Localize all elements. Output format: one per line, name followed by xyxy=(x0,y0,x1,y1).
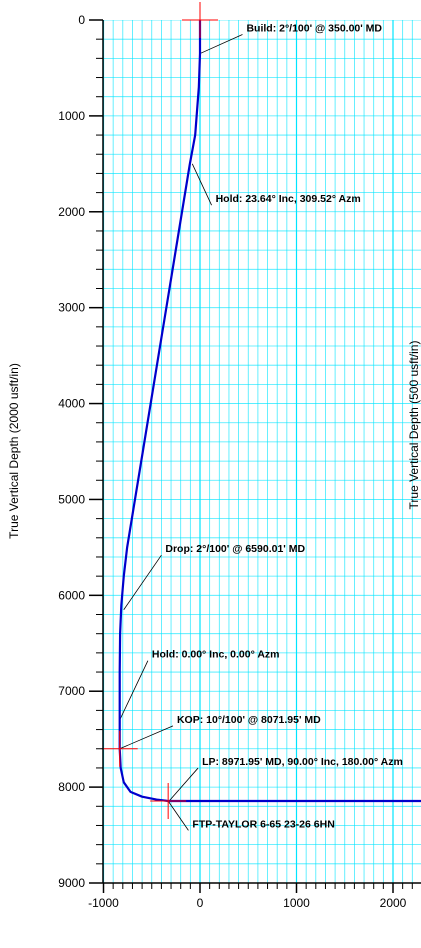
x-tick-label: 1000 xyxy=(283,896,310,910)
annotation-label: KOP: 10°/100' @ 8071.95' MD xyxy=(177,714,321,726)
y-tick-label: 9000 xyxy=(58,876,85,890)
annotation-label: Hold: 0.00° Inc, 0.00° Azm xyxy=(152,649,280,661)
y-tick-label: 0 xyxy=(78,13,85,27)
marker-layer xyxy=(101,2,218,820)
annotation-leader xyxy=(119,725,174,750)
annotations: Build: 2°/100' @ 350.00' MD Hold: 23.64° … xyxy=(152,23,403,831)
y-tick-label: 2000 xyxy=(58,205,85,219)
y-tick-label: 8000 xyxy=(58,780,85,794)
annotation-leader xyxy=(191,163,212,206)
annotation-label: LP: 8971.95' MD, 90.00° Inc, 180.00° Azm xyxy=(202,756,403,768)
annotation-leader xyxy=(167,800,189,831)
y-axis-title-right: True Vertical Depth (500 usft/in) xyxy=(407,341,421,510)
annotation-label: Build: 2°/100' @ 350.00' MD xyxy=(246,23,382,35)
axes: 0 1000 2000 3000 4000 5000 6000 7000 8000 9000-10… xyxy=(58,13,421,910)
y-axis-title: True Vertical Depth (2000 usft/in) xyxy=(7,363,21,539)
annotation-leader xyxy=(119,660,149,721)
y-tick-label: 4000 xyxy=(58,397,85,411)
annotation-leader xyxy=(199,34,243,54)
y-tick-label: 6000 xyxy=(58,588,85,602)
annotation-label: Hold: 23.64° Inc, 309.52° Azm xyxy=(216,193,361,205)
x-tick-label: 0 xyxy=(197,896,204,910)
annotation-label: Drop: 2°/100' @ 6590.01' MD xyxy=(165,543,305,555)
y-tick-label: 1000 xyxy=(58,109,85,123)
annotation-label: FTP-TAYLOR 6-65 23-26 6HN xyxy=(192,818,334,830)
y-tick-label: 7000 xyxy=(58,684,85,698)
y-tick-label: 5000 xyxy=(58,492,85,506)
x-tick-label: -1000 xyxy=(88,896,119,910)
annotation-leader xyxy=(123,554,162,610)
x-tick-label: 2000 xyxy=(380,896,407,910)
y-tick-label: 3000 xyxy=(58,301,85,315)
wellpath-line xyxy=(118,20,421,803)
annotation-leaders xyxy=(119,34,243,831)
series-layer xyxy=(118,20,421,803)
annotation-leader xyxy=(168,767,199,802)
grid xyxy=(103,20,421,883)
